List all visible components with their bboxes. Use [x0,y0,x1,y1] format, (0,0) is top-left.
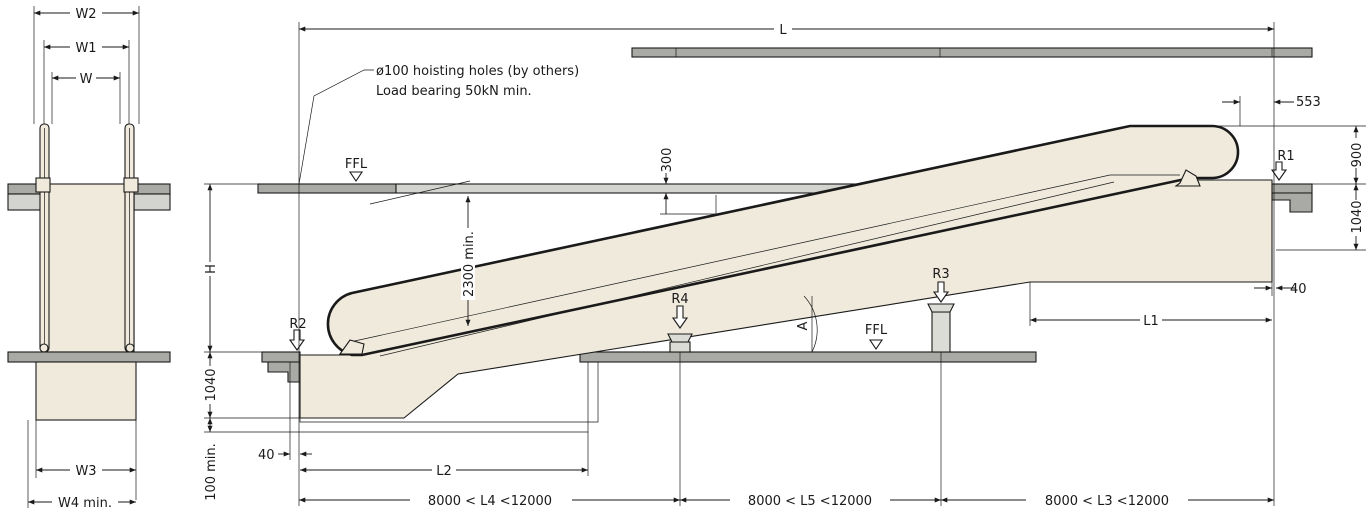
lower-floor-left-notch [267,361,301,383]
reaction-R4: R4 [671,292,689,329]
front-escalator-body [43,183,135,353]
dim-W3: W3 [75,464,96,479]
ffl-bottom-marker [868,339,884,350]
dim-W4: W4 min. [58,496,112,511]
dim-H: H [204,264,219,274]
dim-L5: 8000 < L5 <12000 [748,494,872,509]
dim-L2: L2 [436,464,452,479]
upper-floor-left [257,183,397,194]
front-upper-floor-right-light [133,193,171,211]
dim-900: 900 [1350,143,1365,168]
support-R3 [931,311,951,353]
dim-W: W [80,72,93,87]
front-skirt-left [35,177,51,193]
label-R4: R4 [671,292,688,307]
label-ffl-bottom: FFL [865,323,888,338]
label-R3: R3 [932,267,949,282]
label-R1: R1 [1277,149,1294,164]
dim-1040-left: 1040 [204,368,219,401]
dim-L1: L1 [1143,314,1159,329]
lower-floor-left [261,351,301,363]
upper-comb [1174,169,1201,187]
dim-1040-right: 1040 [1350,200,1365,233]
note-line2: Load bearing 50kN min. [376,84,532,99]
ffl-top-marker [348,171,364,182]
dim-W1: W1 [75,41,96,56]
dim-L: L [779,23,787,38]
reaction-R1: R1 [1270,149,1295,181]
upper-floor-light [395,183,867,194]
dim-40-left: 40 [258,448,275,463]
front-view: W2 W1 W W3 W4 min. [7,5,171,511]
dim-300: 300 [660,148,675,173]
front-pit [35,361,137,421]
note-line1: ø100 hoisting holes (by others) [376,64,579,79]
side-view: R1 R2 R3 R4 FFL FFL ø100 hoisting holes … [203,20,1366,509]
reaction-R3: R3 [932,267,950,303]
upper-floor-right-notch [1271,192,1313,213]
dim-2300-min: 2300 min. [462,231,477,297]
front-skirt-right [123,177,139,193]
dim-100-min: 100 min. [204,443,219,501]
front-lower-floor [7,351,171,363]
dim-W2: W2 [75,7,96,22]
label-ffl-top: FFL [345,157,368,172]
label-R2: R2 [289,317,306,332]
front-upper-floor-left-light [7,193,45,211]
support-R4 [669,341,691,353]
label-angle-A: A [796,321,811,330]
front-upper-floor-right [133,183,171,195]
dim-553: 553 [1296,95,1321,110]
upper-far-slab [631,47,1313,58]
dim-40-right: 40 [1290,282,1307,297]
dim-L3: 8000 < L3 <12000 [1045,494,1169,509]
reaction-R2: R2 [288,317,307,351]
lower-comb [338,339,365,355]
dim-L4: 8000 < L4 <12000 [428,494,552,509]
lower-floor-right [579,351,1037,363]
escalator-handrail [326,124,1240,357]
